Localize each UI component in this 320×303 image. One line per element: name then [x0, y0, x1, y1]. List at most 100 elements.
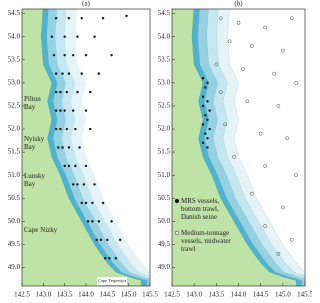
- map: [172, 9, 305, 286]
- points: [201, 16, 298, 256]
- y-tick-label: 54.5: [158, 9, 171, 17]
- data-point: [201, 123, 205, 126]
- y-tick-label: 52.0: [158, 125, 171, 133]
- map-label: Lunsky Bay: [24, 172, 45, 188]
- data-point: [106, 238, 109, 242]
- data-point: [294, 81, 298, 85]
- data-point: [108, 257, 111, 260]
- panel: (a) 142.5 143.0 143.5 144.0 144.5 145.0 145.5 49…: [8, 0, 159, 299]
- data-point: [72, 109, 75, 112]
- map-label: Nyisky Bay: [24, 135, 45, 151]
- data-point: [249, 44, 254, 48]
- data-point: [232, 154, 236, 159]
- y-tick-label: 51.5: [158, 148, 171, 156]
- data-point: [67, 164, 71, 168]
- data-point: [214, 62, 219, 67]
- data-point: [54, 90, 58, 94]
- data-point: [125, 14, 128, 18]
- data-point: [285, 136, 290, 141]
- data-point: [241, 67, 245, 71]
- y-tick-label: 53.5: [158, 55, 171, 63]
- data-point: [54, 72, 58, 75]
- data-point: [206, 146, 209, 149]
- data-point: [78, 146, 81, 149]
- data-point: [272, 71, 276, 76]
- data-point: [110, 53, 113, 57]
- data-point: [82, 183, 86, 186]
- page: {"chart_data": [ {"type": "scatter", "ti…: [7, 0, 312, 299]
- legend-label: MRS vessels, bottom trawl, Danish seine: [181, 197, 220, 221]
- y-tick-label: 54.5: [8, 9, 21, 17]
- map: [22, 9, 150, 286]
- x-tick-label: 144.5: [99, 291, 115, 299]
- y-tick-label: 54.0: [158, 32, 171, 40]
- data-point: [99, 238, 103, 242]
- x-tick-label: 145.5: [297, 291, 312, 299]
- x-tick-label: 144.0: [78, 291, 94, 299]
- y-tick-label: 50.5: [158, 194, 171, 202]
- data-point: [204, 113, 207, 117]
- data-point: [245, 99, 250, 104]
- data-point: [263, 164, 267, 168]
- data-point: [118, 238, 122, 242]
- data-point: [101, 201, 105, 205]
- data-point: [63, 35, 66, 38]
- data-point: [201, 77, 205, 80]
- x-tick-label: 143.0: [35, 291, 51, 299]
- data-point: [74, 127, 77, 131]
- data-point: [72, 183, 75, 186]
- data-point: [204, 86, 207, 89]
- y-tick-label: 51.5: [8, 148, 21, 156]
- y-tick-label: 49.5: [158, 240, 171, 248]
- data-point: [276, 251, 281, 256]
- data-point: [59, 127, 62, 131]
- y-tick-label: 53.5: [8, 55, 21, 63]
- data-point: [91, 220, 94, 223]
- panel: (b) 142.5 143.0 143.5 144.0 144.5 145.0 145.5 49…: [158, 0, 312, 299]
- data-point: [84, 164, 88, 168]
- data-point: [110, 220, 113, 223]
- map-label: Cape Nizky: [24, 226, 58, 234]
- data-point: [97, 220, 101, 223]
- data-point: [206, 81, 209, 85]
- y-tick-label: 54.0: [8, 32, 21, 40]
- panel-title: (a): [82, 0, 90, 8]
- y-tick-label: 50.5: [8, 194, 21, 202]
- data-point: [93, 35, 96, 38]
- data-point: [201, 95, 205, 98]
- data-point: [201, 104, 205, 108]
- data-point: [89, 127, 92, 131]
- data-point: [204, 132, 207, 135]
- land: [172, 9, 297, 286]
- data-point: [280, 48, 285, 53]
- data-point: [97, 72, 101, 75]
- y-tick-label: 50.0: [158, 217, 171, 225]
- data-point: [114, 257, 118, 260]
- x-tick-label: 143.0: [186, 291, 202, 299]
- data-point: [86, 220, 90, 223]
- x-tick-label: 145.0: [121, 291, 137, 299]
- data-point: [263, 25, 267, 30]
- legend-marker: [174, 230, 180, 236]
- data-point: [104, 257, 107, 260]
- data-point: [63, 109, 66, 112]
- y-tick-label: 53.0: [158, 78, 171, 86]
- points: [50, 14, 128, 260]
- data-point: [61, 72, 64, 75]
- data-point: [76, 90, 79, 94]
- data-point: [208, 109, 211, 112]
- data-point: [289, 237, 294, 242]
- y-tick-label: 49.5: [8, 240, 21, 248]
- data-point: [91, 201, 94, 205]
- data-point: [280, 205, 285, 210]
- data-point: [76, 35, 79, 38]
- data-point: [65, 127, 69, 131]
- data-point: [54, 127, 58, 131]
- data-point: [50, 35, 54, 38]
- data-point: [263, 224, 267, 228]
- y-tick-label: 52.0: [8, 125, 21, 133]
- data-point: [67, 17, 71, 20]
- x-tick-label: 144.0: [231, 291, 247, 299]
- data-point: [84, 109, 88, 112]
- y-tick-label: 53.0: [8, 78, 21, 86]
